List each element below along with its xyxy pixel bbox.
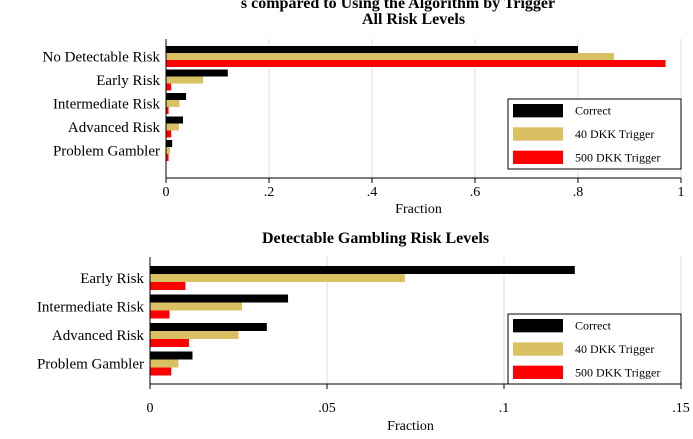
bar-correct [166, 116, 183, 124]
legend-label: 40 DKK Trigger [575, 342, 654, 356]
x-tick-label: 0 [163, 185, 170, 200]
bar-correct [150, 266, 575, 274]
category-label: Intermediate Risk [53, 97, 161, 113]
x-axis-label: Fraction [387, 419, 434, 434]
chart-title: All Risk Levels [362, 11, 465, 28]
legend-swatch [513, 104, 563, 118]
bar-40-dkk-trigger [150, 331, 239, 339]
bar-500-dkk-trigger [166, 154, 169, 161]
x-tick-label: 1 [678, 185, 685, 200]
bar-500-dkk-trigger [166, 130, 172, 138]
bar-500-dkk-trigger [150, 310, 170, 319]
bar-correct [150, 294, 289, 303]
bar-500-dkk-trigger [166, 60, 666, 67]
chart-title: Detectable Gambling Risk Levels [262, 230, 489, 247]
bar-40-dkk-trigger [166, 53, 615, 60]
category-label: Intermediate Risk [37, 300, 145, 316]
bar-40-dkk-trigger [150, 359, 179, 368]
legend-label: Correct [575, 104, 612, 118]
bar-correct [150, 351, 193, 360]
bar-500-dkk-trigger [150, 367, 172, 376]
category-label: Problem Gambler [53, 144, 160, 160]
legend-swatch [513, 365, 563, 379]
bar-500-dkk-trigger [166, 107, 169, 114]
category-label: Early Risk [96, 73, 160, 89]
category-label: Early Risk [80, 271, 144, 287]
truncated-heading: s compared to Using the Algorithm by Tri… [241, 0, 555, 12]
x-tick-label: .2 [264, 185, 275, 200]
x-tick-label: .6 [470, 185, 481, 200]
bar-40-dkk-trigger [166, 147, 171, 154]
legend-swatch [513, 342, 563, 356]
category-label: Problem Gambler [37, 357, 144, 373]
bar-500-dkk-trigger [166, 83, 172, 91]
bar-correct [166, 46, 578, 53]
x-tick-label: .8 [573, 185, 584, 200]
legend-label: Correct [575, 319, 612, 333]
x-tick-label: .1 [499, 401, 510, 416]
x-tick-label: .15 [672, 401, 690, 416]
chart-panel-2: Detectable Gambling Risk Levels Early Ris… [37, 230, 690, 434]
category-label: No Detectable Risk [43, 50, 161, 66]
x-axis-label: Fraction [395, 202, 442, 217]
legend-swatch [513, 150, 563, 164]
bar-500-dkk-trigger [150, 282, 186, 290]
bar-correct [150, 323, 267, 331]
legend-swatch [513, 127, 563, 141]
legend-label: 40 DKK Trigger [575, 127, 654, 141]
x-tick-label: .05 [318, 401, 336, 416]
legend-label: 500 DKK Trigger [575, 150, 660, 164]
bar-40-dkk-trigger [150, 302, 243, 311]
chart-panel-1: All Risk Levels No Detectable Risk Early R… [43, 11, 685, 217]
bar-correct [166, 69, 228, 77]
bar-40-dkk-trigger [150, 274, 405, 282]
bar-500-dkk-trigger [150, 339, 189, 347]
legend-swatch [513, 319, 563, 333]
legend: Correct 40 DKK Trigger 500 DKK Trigger [507, 98, 682, 170]
x-tick-label: 0 [147, 401, 154, 416]
bar-40-dkk-trigger [166, 76, 204, 84]
legend: Correct 40 DKK Trigger 500 DKK Trigger [507, 313, 682, 385]
bar-correct [166, 93, 187, 100]
legend-label: 500 DKK Trigger [575, 365, 660, 379]
category-label: Advanced Risk [68, 120, 161, 136]
x-tick-label: .4 [367, 185, 378, 200]
bar-correct [166, 140, 173, 147]
category-label: Advanced Risk [52, 328, 145, 344]
bar-40-dkk-trigger [166, 123, 179, 131]
bar-40-dkk-trigger [166, 100, 180, 107]
